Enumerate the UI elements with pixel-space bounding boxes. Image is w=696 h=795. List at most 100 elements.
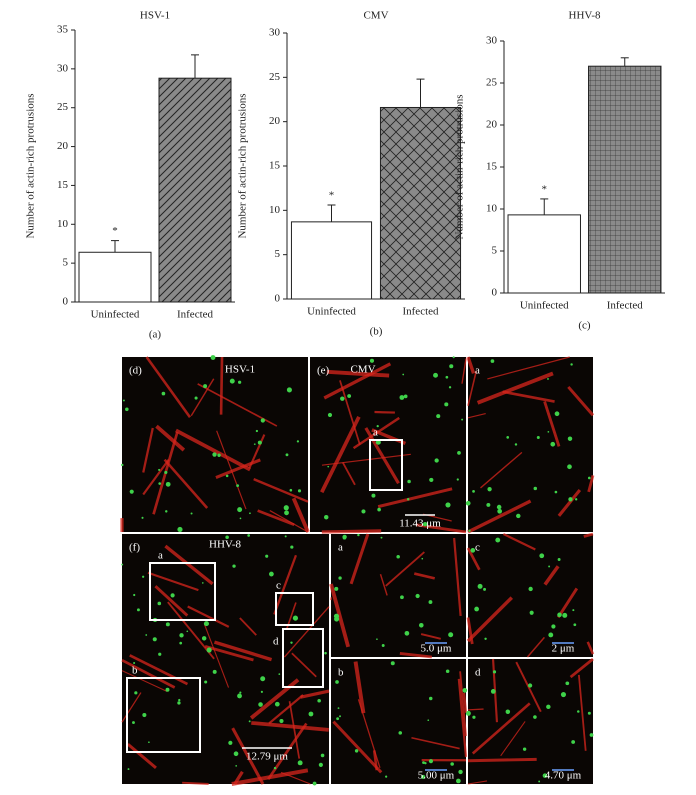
virus-particle	[338, 576, 342, 580]
virus-particle	[260, 418, 265, 423]
virus-particle	[429, 477, 434, 483]
virus-particle	[557, 612, 562, 618]
virus-particle	[229, 378, 235, 384]
virus-particle	[399, 395, 405, 400]
virus-particle	[255, 429, 259, 433]
virus-particle	[133, 661, 136, 664]
virus-particle	[292, 615, 299, 621]
virus-particle	[179, 633, 184, 638]
virus-particle	[557, 557, 561, 561]
actin-filament	[471, 702, 531, 755]
virus-particle	[334, 586, 339, 591]
virus-particle	[406, 498, 410, 501]
virus-particle	[533, 486, 538, 491]
micrograph	[310, 356, 467, 534]
micrograph	[465, 356, 595, 534]
virus-particle	[237, 507, 243, 513]
actin-filament	[121, 658, 176, 689]
bar	[290, 221, 373, 300]
actin-filament	[587, 475, 595, 493]
actin-filament	[467, 757, 537, 763]
actin-filament	[239, 617, 257, 636]
inset-label: a	[158, 550, 163, 562]
virus-particle	[429, 696, 433, 701]
virus-particle	[158, 482, 162, 485]
virus-particle	[396, 555, 400, 559]
inset-box	[369, 439, 403, 491]
micrograph	[331, 659, 468, 784]
virus-particle	[587, 711, 591, 715]
inset-label: c	[276, 580, 281, 592]
virus-particle	[445, 502, 451, 508]
virus-particle	[567, 436, 573, 441]
virus-particle	[415, 593, 420, 599]
virus-particle	[152, 637, 157, 642]
micrograph	[121, 534, 330, 786]
virus-particle	[565, 681, 570, 686]
virus-particle	[249, 512, 251, 515]
actin-filament	[526, 636, 545, 658]
virus-particle	[472, 490, 475, 493]
scale-label: 12.79 μm	[246, 751, 288, 763]
actin-filament	[467, 370, 478, 407]
virus-particle	[179, 641, 183, 645]
virus-particle	[505, 709, 511, 714]
actin-filament	[466, 547, 481, 571]
actin-filament	[280, 771, 311, 785]
actin-filament	[543, 565, 560, 586]
chart-title: HHV-8	[569, 10, 601, 22]
y-tick-label: 5	[492, 245, 498, 257]
y-tick-label: 20	[486, 119, 498, 131]
actin-filament	[462, 692, 468, 713]
virus-particle	[381, 644, 385, 647]
virus-particle	[421, 557, 424, 560]
virus-particle	[237, 693, 242, 699]
actin-filament	[251, 721, 329, 732]
y-tick-label: 0	[275, 293, 281, 305]
virus-particle	[496, 504, 502, 510]
virus-particle	[514, 443, 518, 446]
virus-particle	[428, 600, 433, 605]
actin-filament	[204, 645, 254, 662]
virus-particle	[239, 517, 242, 520]
x-tick-label: Uninfected	[91, 309, 140, 321]
virus-particle	[354, 749, 359, 753]
virus-particle	[129, 489, 134, 494]
actin-filament	[459, 671, 467, 737]
y-axis-label: Number of actin-rich protrusions	[25, 93, 37, 238]
bar	[588, 65, 662, 294]
virus-particle	[445, 375, 449, 379]
virus-particle	[204, 680, 208, 684]
panel-label: (e)	[317, 365, 330, 377]
virus-particle	[538, 780, 541, 783]
y-tick-label: 25	[486, 77, 498, 89]
virus-particle	[134, 691, 138, 695]
virus-particle	[487, 487, 492, 492]
actin-filament	[155, 424, 186, 452]
virus-particle	[336, 717, 340, 721]
virus-particle	[427, 719, 430, 722]
virus-particle	[284, 510, 289, 516]
virus-particle	[232, 564, 236, 568]
virus-particle	[422, 521, 428, 527]
scale-label: 2 μm	[552, 643, 575, 655]
micrograph	[329, 533, 466, 659]
virus-particle	[456, 778, 461, 784]
virus-particle	[253, 443, 256, 446]
virus-particle	[340, 396, 345, 401]
actin-filament	[577, 674, 587, 751]
virus-particle	[587, 476, 591, 480]
virus-particle	[400, 595, 404, 600]
virus-particle	[450, 762, 454, 766]
virus-particle	[342, 535, 347, 540]
actin-filament	[283, 606, 330, 658]
virus-particle	[248, 720, 251, 723]
inset-label: b	[132, 665, 138, 677]
virus-particle	[201, 582, 204, 584]
virus-particle	[312, 781, 317, 786]
virus-particle	[210, 355, 216, 360]
virus-particle	[177, 526, 183, 533]
actin-filament	[377, 487, 453, 509]
virus-particle	[548, 632, 554, 638]
